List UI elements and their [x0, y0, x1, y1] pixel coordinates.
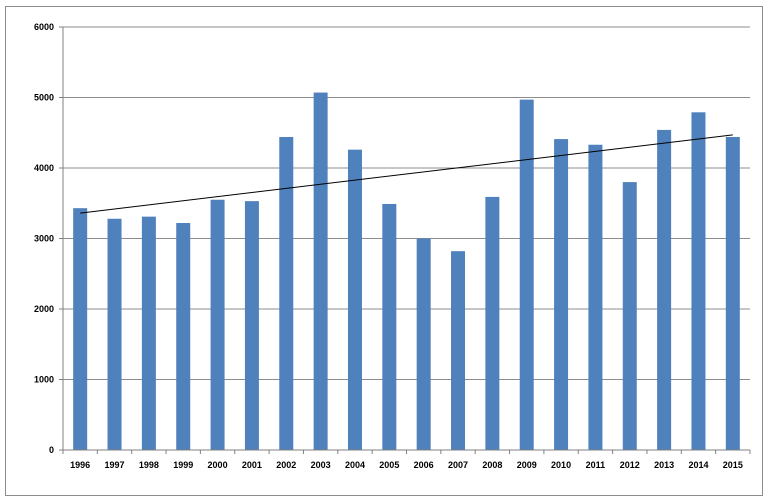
bar-2008 [485, 196, 500, 450]
y-tick-label: 3000 [34, 234, 54, 244]
bar-2015 [725, 136, 740, 451]
bar-2014 [691, 112, 706, 451]
y-tick-label: 0 [49, 445, 54, 455]
bar-1997 [107, 218, 122, 450]
x-tick-label: 1998 [139, 460, 159, 470]
trendline [80, 134, 733, 214]
x-tick-label: 2005 [379, 460, 399, 470]
y-tick-label: 6000 [34, 22, 54, 32]
x-tick-label: 2008 [482, 460, 502, 470]
x-tick-label: 2014 [688, 460, 708, 470]
bar-1996 [73, 208, 88, 450]
x-tick-label: 2010 [551, 460, 571, 470]
x-tick-label: 2015 [723, 460, 743, 470]
bar-2005 [382, 203, 397, 450]
x-tick-label: 2007 [448, 460, 468, 470]
bars [62, 92, 751, 454]
x-tick-label: 2004 [345, 460, 365, 470]
trendline-group [80, 134, 733, 214]
bar-2011 [588, 144, 603, 451]
x-tick-label: 2013 [654, 460, 674, 470]
x-tick-label: 2011 [586, 460, 606, 470]
x-tick-label: 2001 [242, 460, 262, 470]
x-tick-label: 1996 [70, 460, 90, 470]
y-tick-label: 2000 [34, 304, 54, 314]
bar-2012 [622, 182, 637, 450]
x-tick-label: 1997 [105, 460, 125, 470]
x-tick-label: 2000 [208, 460, 228, 470]
bar-2001 [244, 201, 259, 450]
x-tick-label: 2012 [620, 460, 640, 470]
bar-1998 [141, 216, 156, 450]
x-tick-labels: 1996 1997 1998 1999 2000 2001 2002 2003 2004 2005… [70, 460, 743, 470]
bar-2002 [279, 136, 294, 451]
bar-2007 [451, 251, 466, 450]
axes [62, 27, 750, 451]
y-tick-label: 4000 [34, 163, 54, 173]
bar-2000 [210, 199, 225, 450]
x-tick-label: 2009 [517, 460, 537, 470]
y-tick-label: 1000 [34, 375, 54, 385]
bar-2013 [657, 129, 672, 450]
x-tick-label: 2006 [414, 460, 434, 470]
x-tick-label: 1999 [173, 460, 193, 470]
bar-2003 [313, 92, 328, 450]
bar-1999 [176, 222, 191, 450]
bar-2010 [554, 139, 569, 450]
bar-2004 [347, 149, 362, 451]
y-tick-label: 5000 [34, 93, 54, 103]
bar-2006 [416, 238, 431, 450]
x-tick-label: 2002 [276, 460, 296, 470]
bar-2009 [519, 99, 534, 451]
x-tick-label: 2003 [311, 460, 331, 470]
y-tick-labels: 0 1000 2000 3000 4000 5000 6000 [34, 22, 54, 455]
gridlines [59, 26, 750, 451]
